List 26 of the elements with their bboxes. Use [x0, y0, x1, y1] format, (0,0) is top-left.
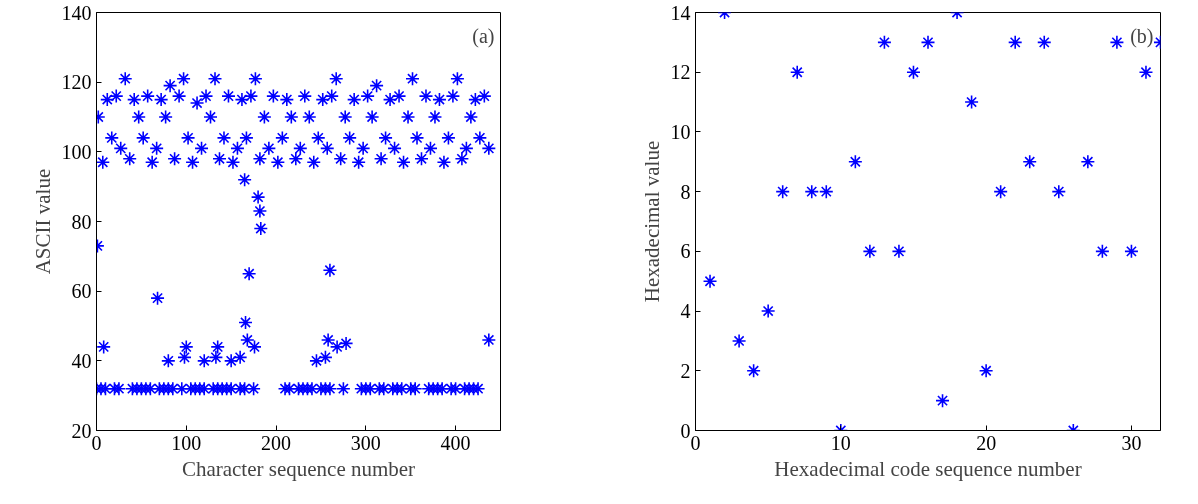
- y-tick-label: 6: [680, 240, 691, 263]
- y-tick-label: 14: [670, 1, 691, 24]
- x-tick-label: 200: [261, 431, 292, 454]
- y-tick-label: 8: [680, 180, 691, 203]
- x-tick-label: 400: [440, 431, 471, 454]
- y-tick-label: 10: [670, 120, 691, 143]
- y-tick-label: 100: [61, 140, 92, 163]
- x-tick-label: 100: [171, 431, 202, 454]
- y-axis-title: ASCII value: [30, 168, 55, 275]
- y-tick-label: 40: [71, 349, 92, 372]
- annotation: (b): [1130, 25, 1154, 49]
- y-tick-label: 4: [680, 300, 691, 323]
- y-tick-label: 2: [680, 359, 691, 382]
- y-axis-title: Hexadecimal value: [639, 140, 664, 303]
- x-tick-label: 300: [350, 431, 381, 454]
- y-tick-label: 60: [71, 280, 92, 303]
- x-axis-title: Character sequence number: [181, 456, 416, 481]
- y-tick-label: 12: [670, 61, 691, 84]
- y-tick-label: 140: [61, 1, 92, 24]
- x-tick-label: 20: [976, 431, 997, 454]
- x-axis-title: Hexadecimal code sequence number: [774, 456, 1082, 481]
- x-tick-label: 10: [830, 431, 851, 454]
- y-tick-label: 120: [61, 71, 92, 94]
- x-tick-label: 30: [1121, 431, 1142, 454]
- annotation: (a): [472, 25, 495, 49]
- y-tick-label: 80: [71, 210, 92, 233]
